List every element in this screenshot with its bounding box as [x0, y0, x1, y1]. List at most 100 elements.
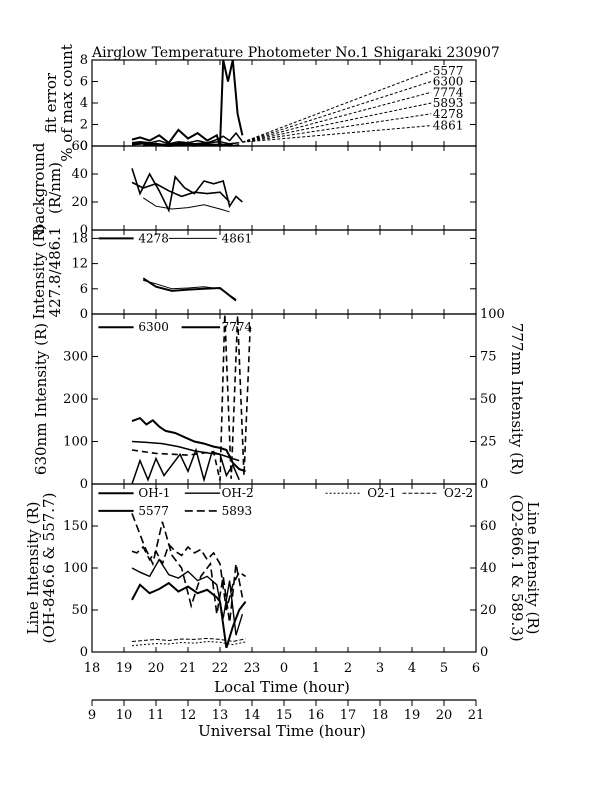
y-tick-label: 0: [80, 223, 88, 238]
y-right-tick-label: 75: [480, 350, 497, 365]
line-intensity-series-O2-1: [131, 640, 246, 647]
ut-tick-label: 12: [180, 708, 197, 723]
line-intensity-left-axis-label: Line Intensity (R): [24, 502, 42, 635]
legend-label-O2-2: O2-2: [444, 486, 473, 500]
y-tick-label: 6: [80, 75, 88, 90]
blue-line-series-4861: [143, 279, 237, 300]
line-intensity-series-5893: [131, 513, 244, 623]
background-axis-label: background: [30, 142, 48, 233]
background-axis-label: (R/nm): [46, 162, 64, 214]
y-tick-label: 8: [80, 53, 88, 68]
local-time-tick-label: 21: [180, 661, 197, 676]
ut-tick-label: 20: [436, 708, 453, 723]
y-tick-label: 100: [63, 561, 88, 576]
y-tick-label: 2: [80, 118, 88, 133]
y-tick-label: 100: [63, 435, 88, 450]
background-series: [131, 168, 243, 213]
y-tick-label: 4: [80, 96, 88, 111]
fit-error-series-4278: [143, 143, 233, 146]
fit-error-series-6300: [131, 131, 244, 145]
universal-time-axis-label: Universal Time (hour): [198, 722, 366, 740]
y-tick-label: 0: [80, 645, 88, 660]
background-panel-frame: [91, 145, 477, 231]
fit-error-legend-label: 5577: [433, 64, 464, 78]
fit-error-legend-label: 6300: [433, 75, 464, 89]
ut-tick-label: 17: [340, 708, 357, 723]
legend-label-7774: 7774: [222, 320, 253, 334]
fit-error-axis-label: % of max count: [58, 44, 76, 162]
line-intensity-series-5577: [131, 542, 247, 611]
legend-label-4861: 4861: [222, 231, 253, 245]
y-tick-label: 6: [80, 282, 88, 297]
ut-tick-label: 19: [404, 708, 421, 723]
y-tick-label: 150: [63, 519, 88, 534]
fit-error-legend-label: 7774: [433, 85, 464, 99]
line-intensity-right-axis-label: (O2-866.1 & 589.3): [508, 494, 526, 641]
blue-line-series-4278: [142, 277, 237, 302]
local-time-tick-label: 4: [408, 661, 416, 676]
ut-tick-label: 14: [244, 708, 261, 723]
y-tick-label: 0: [80, 307, 88, 322]
y-tick-label: 0: [80, 139, 88, 154]
blue-line-axis-label: 427.8/486.1: [46, 227, 64, 318]
fit-error-legend-line-4861: [242, 125, 432, 143]
line-intensity-right-axis-label: Line Intensity (R): [524, 502, 542, 635]
fit-error-legend-line-5577: [242, 70, 432, 143]
y-tick-label: 300: [63, 350, 88, 365]
local-time-tick-label: 0: [280, 661, 288, 676]
local-time-tick-label: 20: [148, 661, 165, 676]
line-intensity-series-O2-2: [131, 637, 246, 643]
legend-label-5577: 5577: [138, 504, 169, 518]
y-right-tick-label: 40: [480, 561, 497, 576]
y-right-tick-label: 50: [480, 392, 497, 407]
red-line-series-6300b: [131, 440, 240, 462]
fit-error-series-5577: [131, 59, 244, 147]
red-line-right-axis-label: 777nm Intensity (R): [508, 323, 526, 475]
red-line-series-6300c: [131, 447, 240, 485]
line-intensity-left-axis-label: (OH-846.6 & 557.7): [40, 493, 58, 644]
ut-tick-label: 21: [468, 708, 485, 723]
chart-title: Airglow Temperature Photometer No.1 Shig…: [91, 45, 500, 61]
x-axes: Local Time (hour) Universal Time (hour) …: [84, 661, 485, 740]
legend-label-4278: 4278: [138, 231, 169, 245]
blue-line-axis-label: Intensity (R): [30, 225, 48, 320]
ut-tick-label: 16: [308, 708, 325, 723]
background-series: [142, 197, 230, 213]
y-tick-label: 12: [71, 257, 88, 272]
red-line-panel-frame: [91, 313, 477, 485]
y-right-tick-label: 100: [480, 307, 505, 322]
legend-label-5893: 5893: [222, 504, 253, 518]
fit-error-legend-line-4278: [242, 113, 432, 143]
ut-tick-label: 18: [372, 708, 389, 723]
ut-tick-label: 11: [148, 708, 165, 723]
fit-error-legend-label: 4861: [433, 119, 464, 133]
local-time-tick-label: 19: [116, 661, 133, 676]
local-time-tick-label: 3: [376, 661, 384, 676]
y-tick-label: 18: [71, 231, 88, 246]
red-line-series-7774: [131, 313, 252, 481]
red-line-left-axis-label: 630nm Intensity (R): [32, 323, 50, 475]
fit-error-series-7774: [131, 140, 240, 146]
local-time-tick-label: 22: [212, 661, 229, 676]
local-time-tick-label: 5: [440, 661, 448, 676]
y-right-tick-label: 0: [480, 645, 488, 660]
y-right-tick-label: 20: [480, 603, 497, 618]
legend-label-O2-1: O2-1: [367, 486, 396, 500]
ut-tick-label: 15: [276, 708, 293, 723]
local-time-tick-label: 2: [344, 661, 352, 676]
legend-label-6300: 6300: [138, 320, 169, 334]
y-tick-label: 40: [71, 167, 88, 182]
y-tick-label: 0: [80, 477, 88, 492]
fit-error-legend-line-7774: [242, 91, 432, 143]
local-time-tick-label: 18: [84, 661, 101, 676]
legend-label-OH-1: OH-1: [138, 486, 170, 500]
background-series: [131, 181, 231, 203]
y-tick-label: 200: [63, 392, 88, 407]
local-time-tick-label: 23: [244, 661, 261, 676]
line-intensity-series-OH-2: [131, 558, 244, 636]
y-right-tick-label: 60: [480, 519, 497, 534]
local-time-tick-label: 1: [312, 661, 320, 676]
legend-label-OH-2: OH-2: [222, 486, 254, 500]
